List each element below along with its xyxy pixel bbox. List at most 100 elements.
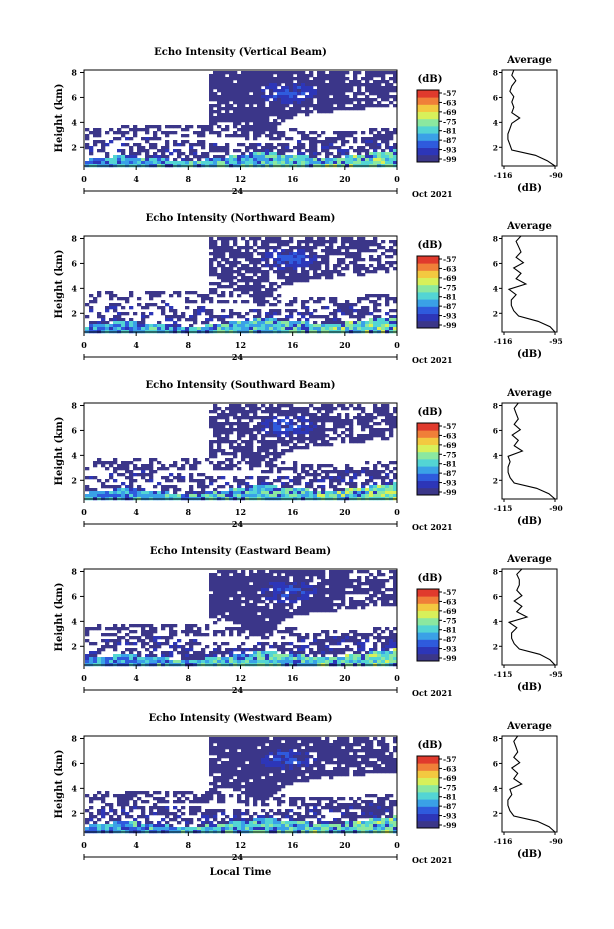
heat-cell xyxy=(301,261,306,265)
heat-cell xyxy=(285,303,290,307)
heat-cell xyxy=(301,143,306,147)
heat-cell xyxy=(389,654,394,658)
heat-cell xyxy=(225,321,230,325)
colorbar-segment xyxy=(417,308,439,311)
heat-cell xyxy=(245,431,250,435)
heat-cell xyxy=(189,318,194,322)
heat-cell xyxy=(329,297,334,301)
heat-cell xyxy=(229,309,234,313)
heat-cell xyxy=(305,606,310,610)
heat-cell xyxy=(289,431,294,435)
heat-cell xyxy=(209,603,214,607)
heat-cell xyxy=(373,318,378,322)
heat-cell xyxy=(221,416,226,420)
heat-cell xyxy=(273,104,278,108)
heat-cell xyxy=(121,134,126,138)
heat-cell xyxy=(241,446,246,450)
heat-cell xyxy=(301,488,306,492)
heat-cell xyxy=(357,585,362,589)
heat-cell xyxy=(209,615,214,619)
heat-cell xyxy=(209,92,214,96)
heat-cell xyxy=(93,657,98,661)
heat-cell xyxy=(105,645,110,649)
heat-cell xyxy=(349,476,354,480)
heat-cell xyxy=(273,152,278,156)
heat-cell xyxy=(217,252,222,256)
heat-cell xyxy=(261,488,266,492)
heat-cell xyxy=(305,243,310,247)
panel-1: Echo Intensity (Northward Beam)2468Heigh… xyxy=(54,213,563,365)
heat-cell xyxy=(297,80,302,84)
heat-cell xyxy=(277,582,282,586)
heat-cell xyxy=(153,324,158,328)
heat-cell xyxy=(245,494,250,498)
heat-cell xyxy=(357,273,362,277)
heat-cell xyxy=(169,125,174,129)
heat-cell xyxy=(217,324,222,328)
heat-cell xyxy=(125,143,130,147)
heat-cell xyxy=(349,131,354,135)
heat-cell xyxy=(109,491,114,495)
heat-cell xyxy=(369,485,374,489)
heat-cell xyxy=(249,464,254,468)
heat-cell xyxy=(377,651,382,655)
heat-cell xyxy=(285,83,290,87)
heat-cell xyxy=(341,594,346,598)
heat-cell xyxy=(213,579,218,583)
heat-cell xyxy=(289,573,294,577)
heat-cell xyxy=(365,161,370,165)
heat-cell xyxy=(269,83,274,87)
heat-cell xyxy=(357,246,362,250)
heat-cell xyxy=(369,101,374,105)
heat-cell xyxy=(101,491,106,495)
heat-cell xyxy=(249,410,254,414)
heat-cell xyxy=(385,437,390,441)
heat-cell xyxy=(305,89,310,93)
heat-cell xyxy=(377,633,382,637)
heat-cell xyxy=(253,627,258,631)
heat-cell xyxy=(357,494,362,498)
heat-cell xyxy=(97,494,102,498)
heat-cell xyxy=(365,422,370,426)
heat-cell xyxy=(289,276,294,280)
heat-cell xyxy=(241,101,246,105)
heat-cell xyxy=(261,297,266,301)
heat-cell xyxy=(317,107,322,111)
heat-cell xyxy=(101,645,106,649)
heat-cell xyxy=(293,645,298,649)
heat-cell xyxy=(301,651,306,655)
heat-cell xyxy=(341,473,346,477)
heat-cell xyxy=(301,606,306,610)
heat-cell xyxy=(249,630,254,634)
heat-cell xyxy=(229,249,234,253)
heat-cell xyxy=(101,482,106,486)
heat-cell xyxy=(221,116,226,120)
heat-cell xyxy=(245,89,250,93)
colorbar-segment xyxy=(417,144,439,147)
heat-cell xyxy=(209,83,214,87)
heat-cell xyxy=(349,98,354,102)
heat-cell xyxy=(257,92,262,96)
heat-cell xyxy=(385,86,390,90)
heat-cell xyxy=(305,240,310,244)
heat-cell xyxy=(285,482,290,486)
heat-cell xyxy=(277,113,282,117)
heat-cell xyxy=(305,597,310,601)
heat-cell xyxy=(345,249,350,253)
heat-cell xyxy=(369,494,374,498)
heat-cell xyxy=(317,92,322,96)
heat-cell xyxy=(353,252,358,256)
heat-cell xyxy=(341,158,346,162)
x-tick-label: 20 xyxy=(339,174,351,184)
heat-cell xyxy=(217,657,222,661)
heat-cell xyxy=(341,137,346,141)
heat-cell xyxy=(241,573,246,577)
colorbar-segment xyxy=(417,138,439,141)
heat-cell xyxy=(229,291,234,295)
heat-cell xyxy=(177,494,182,498)
heat-cell xyxy=(241,291,246,295)
y-tick-label: 4 xyxy=(71,283,77,293)
colorbar-segment xyxy=(417,131,439,134)
heat-cell xyxy=(205,128,210,132)
heat-cell xyxy=(289,324,294,328)
